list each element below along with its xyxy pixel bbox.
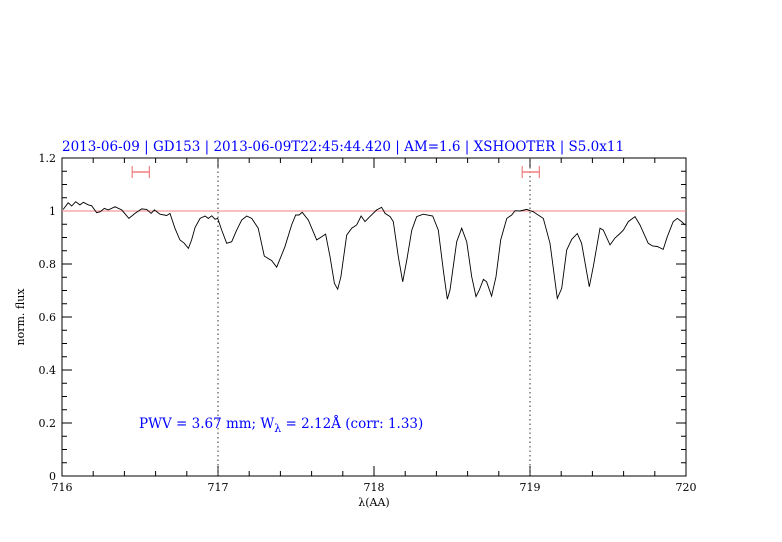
y-tick-label: 1.2 [39, 152, 57, 165]
range-marker [131, 166, 150, 179]
plot-marks [62, 158, 686, 476]
x-tick-label: 716 [52, 481, 73, 494]
y-tick-label: 1 [49, 205, 56, 218]
y-tick-label: 0.4 [39, 364, 57, 377]
x-tick-label: 718 [364, 481, 385, 494]
x-axis-label: λ(AA) [358, 496, 389, 509]
x-tick-label: 719 [520, 481, 541, 494]
y-tick-label: 0.6 [39, 311, 57, 324]
y-axis-label: norm. flux [14, 288, 27, 346]
axes: 716 717 718 719 720 0 0.2 0.4 0.6 0.8 1 1.2 [39, 152, 697, 494]
annotation-subscript: λ [274, 422, 281, 435]
range-marker [521, 166, 540, 179]
y-tick-label: 0 [49, 470, 56, 483]
chart-title: 2013-06-09 | GD153 | 2013-06-09T22:45:44… [62, 139, 624, 155]
x-tick-label: 717 [208, 481, 229, 494]
annotation-prefix: PWV = 3.67 mm; W [139, 416, 274, 432]
y-tick-label: 0.2 [39, 417, 57, 430]
pwv-annotation: PWV = 3.67 mm; Wλ = 2.12Å (corr: 1.33) [139, 416, 423, 435]
x-tick-label: 720 [676, 481, 697, 494]
annotation-suffix: = 2.12Å (corr: 1.33) [281, 416, 423, 432]
y-tick-label: 0.8 [39, 258, 57, 271]
spectrum-line [62, 201, 686, 301]
